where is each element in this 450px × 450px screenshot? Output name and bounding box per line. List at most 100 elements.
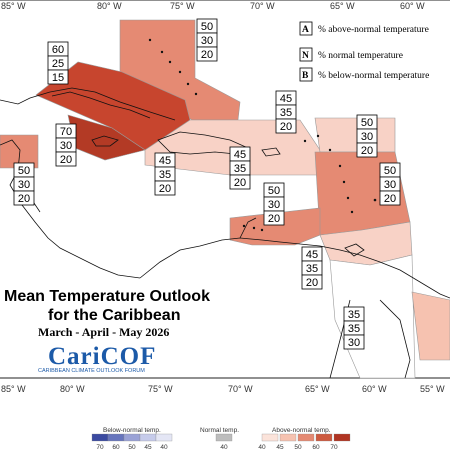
prob-value-hispaniola-west-a: 45 — [159, 155, 171, 167]
zone-belize — [0, 134, 39, 169]
prob-value-virgin-islands-n: 35 — [280, 107, 292, 119]
key-letter-b: B — [302, 71, 309, 81]
prob-value-belize-n: 30 — [18, 179, 30, 191]
prob-value-windwards-n: 30 — [384, 179, 396, 191]
prob-value-trinidad-n: 35 — [306, 263, 318, 275]
prob-value-abc-islands-a: 50 — [268, 185, 280, 197]
probability-boxes: 50 30 20 60 25 15 70 30 20 50 30 20 45 35 20 45 35 20 45 35… — [13, 18, 401, 350]
lon-top-0: 85° W — [1, 1, 26, 11]
prob-value-cuba-b: 15 — [52, 72, 64, 84]
prob-value-leewards-b: 20 — [361, 145, 373, 157]
caricof-logo: CariCOF — [48, 343, 156, 370]
colorbar-below-swatch — [139, 433, 157, 442]
prob-value-belize-a: 50 — [18, 165, 30, 177]
prob-box-bahamas-b — [196, 46, 218, 62]
prob-value-guyana-b: 30 — [348, 337, 360, 349]
key-text-n: % normal temperature — [318, 51, 403, 61]
lon-bottom-0: 85° W — [1, 384, 26, 394]
prob-value-hispaniola-west-n: 35 — [159, 169, 171, 181]
colorbar-above-label: Above-normal temp. — [272, 427, 331, 434]
colorbar-above-swatch — [261, 433, 279, 442]
colorbar-below-tick: 40 — [160, 444, 168, 450]
colorbar-normal-swatch — [215, 433, 233, 442]
prob-value-virgin-islands-a: 45 — [280, 93, 292, 105]
colorbar-above-swatch — [279, 433, 297, 442]
colorbar-above-swatch — [315, 433, 333, 442]
colorbar-below-tick: 60 — [112, 444, 120, 450]
colorbar: Below-normal temp. Normal temp. Above-no… — [91, 427, 351, 450]
colorbar-below-tick: 70 — [96, 444, 104, 450]
prob-box-belize-b — [13, 190, 35, 206]
prob-value-bahamas-a: 50 — [201, 21, 213, 33]
prob-box-hispaniola-east-b — [229, 174, 251, 190]
zone-leewards — [314, 117, 396, 153]
zone-suriname — [411, 291, 450, 361]
title-block: Mean Temperature Outlook for the Caribbe… — [4, 288, 210, 374]
probability-key: A % above-normal temperature N % normal … — [299, 21, 429, 82]
prob-value-virgin-islands-b: 20 — [280, 121, 292, 133]
colorbar-below-swatch — [107, 433, 125, 442]
colorbar-above-tick: 50 — [294, 444, 302, 450]
prob-box-jamaica-b — [55, 151, 77, 167]
prob-box-trinidad-b — [301, 274, 323, 290]
lon-top-4: 65° W — [330, 1, 355, 11]
lon-bottom-3: 70° W — [228, 384, 253, 394]
prob-value-abc-islands-b: 20 — [268, 213, 280, 225]
prob-value-windwards-a: 50 — [384, 165, 396, 177]
caricof-name: CARIBBEAN CLIMATE OUTLOOK FORUM — [38, 368, 145, 374]
colorbar-above-tick: 45 — [276, 444, 284, 450]
prob-box-windwards-b — [379, 190, 401, 206]
key-text-a: % above-normal temperature — [318, 25, 429, 35]
prob-value-jamaica-b: 20 — [60, 154, 72, 166]
lon-top-5: 60° W — [400, 1, 425, 11]
lon-top-2: 75° W — [170, 1, 195, 11]
colorbar-above-tick: 40 — [258, 444, 266, 450]
colorbar-below-tick: 50 — [128, 444, 136, 450]
prob-box-cuba-b — [47, 69, 69, 85]
colorbar-below-swatch — [91, 433, 109, 442]
colorbar-above-tick: 60 — [312, 444, 320, 450]
colorbar-above-swatch — [297, 433, 315, 442]
prob-value-hispaniola-east-n: 35 — [234, 163, 246, 175]
prob-value-abc-islands-n: 30 — [268, 199, 280, 211]
colorbar-normal-tick: 40 — [220, 444, 228, 450]
key-text-b: % below-normal temperature — [318, 71, 429, 81]
map-title-line1: Mean Temperature Outlook — [4, 288, 210, 305]
prob-value-leewards-a: 50 — [361, 117, 373, 129]
colorbar-above-tick: 70 — [330, 444, 338, 450]
prob-value-leewards-n: 30 — [361, 131, 373, 143]
prob-box-abc-islands-b — [263, 210, 285, 226]
prob-value-hispaniola-east-b: 20 — [234, 177, 246, 189]
lon-bottom-6: 55° W — [420, 384, 445, 394]
longitude-labels: 85° W 80° W 75° W 70° W 65° W 60° W 85° … — [1, 1, 445, 394]
colorbar-below-swatch — [123, 433, 141, 442]
lon-bottom-1: 80° W — [60, 384, 85, 394]
prob-value-bahamas-n: 30 — [201, 35, 213, 47]
prob-value-cuba-n: 25 — [52, 58, 64, 70]
prob-box-guyana-b — [343, 334, 365, 350]
prob-value-windwards-b: 20 — [384, 193, 396, 205]
prob-box-leewards-b — [356, 142, 378, 158]
prob-value-trinidad-b: 20 — [306, 277, 318, 289]
prob-value-trinidad-a: 45 — [306, 249, 318, 261]
key-letter-n: N — [302, 51, 309, 61]
prob-value-jamaica-n: 30 — [60, 140, 72, 152]
small-islands — [148, 38, 377, 232]
prob-value-belize-b: 20 — [18, 193, 30, 205]
prob-value-hispaniola-west-b: 20 — [159, 183, 171, 195]
colorbar-below-label: Below-normal temp. — [103, 427, 161, 434]
colorbar-normal-label: Normal temp. — [200, 427, 239, 434]
prob-value-cuba-a: 60 — [52, 44, 64, 56]
colorbar-below-tick: 45 — [144, 444, 152, 450]
lon-bottom-5: 60° W — [362, 384, 387, 394]
prob-value-hispaniola-east-a: 45 — [234, 149, 246, 161]
map-title-line2: for the Caribbean — [48, 307, 180, 324]
prob-value-guyana-a: 35 — [348, 309, 360, 321]
zone-abc — [229, 207, 321, 246]
colorbar-below-swatch — [155, 433, 173, 442]
prob-value-bahamas-b: 20 — [201, 49, 213, 61]
prob-value-guyana-n: 35 — [348, 323, 360, 335]
colorbar-above-swatch — [333, 433, 351, 442]
key-letter-a: A — [302, 25, 309, 35]
prob-box-virgin-islands-b — [275, 118, 297, 134]
